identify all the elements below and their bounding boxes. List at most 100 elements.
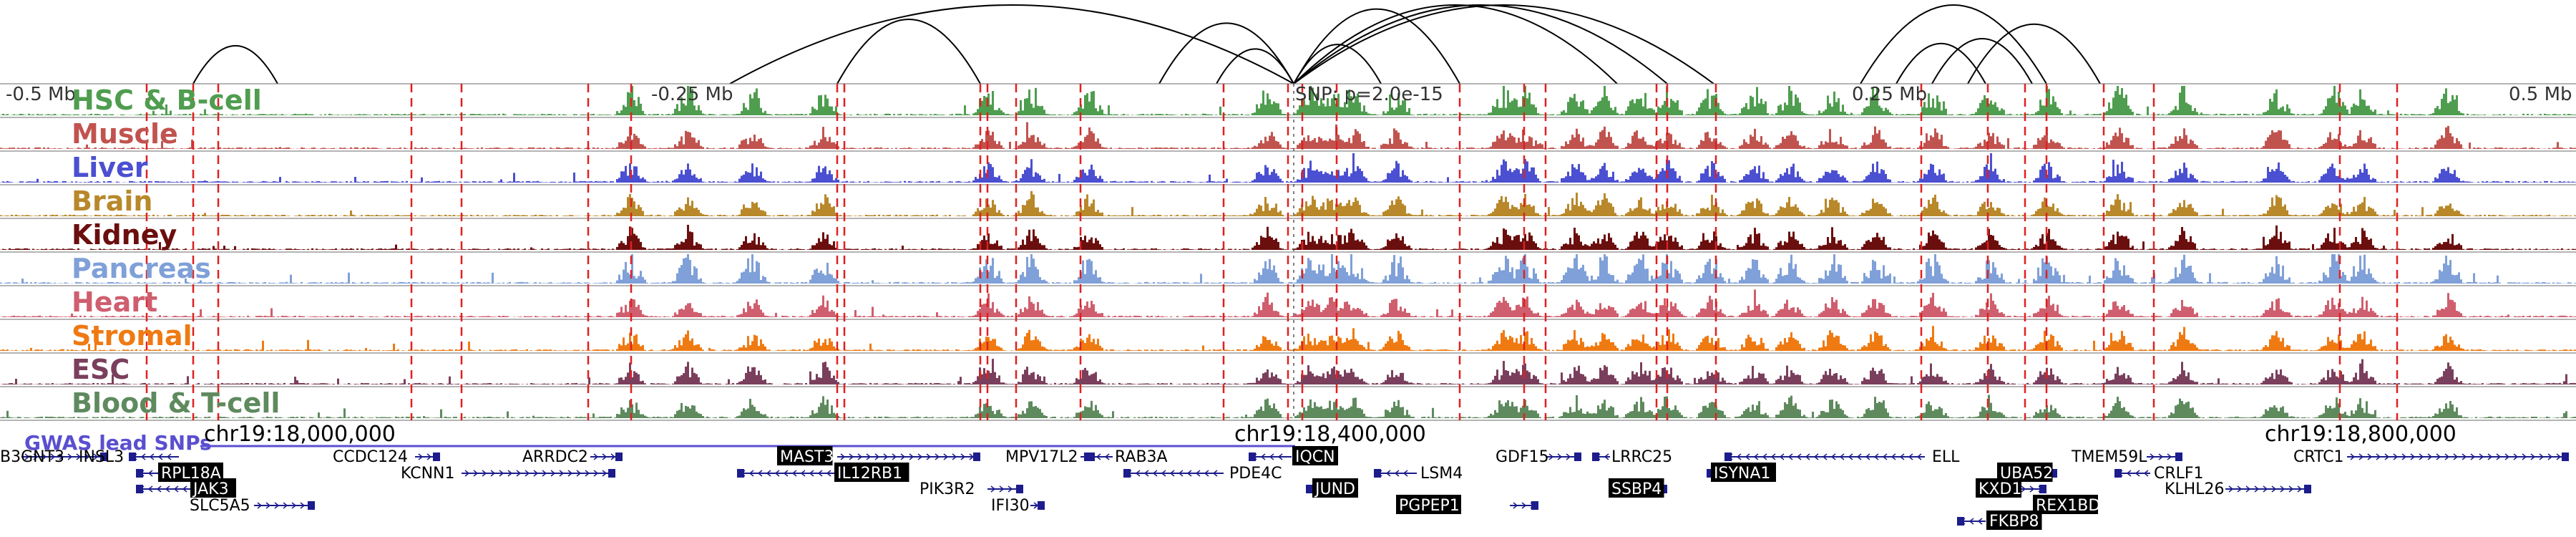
strand-arrow — [874, 453, 880, 460]
strand-arrow — [2462, 453, 2467, 460]
strand-arrow — [182, 485, 187, 493]
strand-arrow — [2271, 485, 2277, 493]
strand-arrow — [300, 502, 306, 509]
strand-arrow — [147, 485, 153, 493]
gene-label: LRRC25 — [1611, 448, 1672, 466]
strand-arrow — [1186, 470, 1192, 477]
gene-exon — [737, 469, 744, 478]
gene-label: PIK3R2 — [919, 480, 975, 498]
gene-label: KLHL26 — [2165, 480, 2224, 498]
strand-arrow — [2167, 453, 2172, 460]
strand-arrow — [1152, 470, 1158, 477]
gene-exon — [308, 501, 315, 510]
gene-exon — [1374, 469, 1381, 478]
gene-exon — [1123, 469, 1131, 478]
strand-arrow — [826, 470, 831, 477]
strand-arrow — [849, 453, 854, 460]
interaction-loop — [1860, 4, 2047, 84]
interaction-loop — [1293, 44, 1382, 84]
strand-arrow — [42, 453, 47, 460]
gene-label: SSBP4 — [1611, 480, 1662, 498]
gene-label-highlight — [1609, 478, 1664, 498]
gene-label: FKBP8 — [1989, 513, 2039, 531]
highlight-lines — [145, 84, 2399, 420]
gwas-row: GWAS lead SNPs — [24, 431, 1295, 455]
strand-arrow — [2384, 453, 2390, 460]
strand-arrow — [559, 470, 565, 477]
strand-arrow — [2410, 453, 2416, 460]
strand-arrow — [883, 453, 889, 460]
strand-arrow — [1830, 453, 1836, 460]
strand-arrow — [585, 470, 590, 477]
gene-label-highlight — [2033, 495, 2098, 514]
gene-label: JAK3 — [192, 480, 229, 498]
strand-arrow — [157, 453, 163, 460]
strand-arrow — [593, 453, 599, 460]
strand-arrow — [1762, 453, 1767, 460]
strand-arrow — [774, 470, 780, 477]
strand-arrow — [2150, 453, 2155, 460]
gene-exon — [1531, 501, 1538, 510]
gene-exon — [433, 453, 440, 461]
gene-label-highlight — [834, 463, 909, 482]
strand-arrow — [265, 502, 271, 509]
strand-arrow — [166, 453, 172, 460]
strand-arrow — [2288, 485, 2294, 493]
strand-arrow — [1753, 453, 1759, 460]
strand-arrow — [1779, 453, 1785, 460]
gene-exon — [129, 453, 136, 461]
strand-arrow — [1260, 453, 1266, 460]
strand-arrow — [283, 502, 288, 509]
strand-arrow — [1269, 453, 1274, 460]
strand-arrow — [1604, 453, 1609, 460]
strand-arrow — [1394, 470, 1400, 477]
signal-track-3 — [0, 190, 2576, 216]
strand-arrow — [999, 485, 1005, 493]
interaction-loop — [1896, 43, 1986, 84]
strand-arrow — [147, 470, 153, 477]
strand-arrow — [1745, 453, 1750, 460]
gene-label-highlight — [1986, 511, 2042, 530]
strand-arrow — [507, 470, 513, 477]
gene-exon — [615, 453, 623, 461]
strand-arrow — [2513, 453, 2519, 460]
strand-arrow — [274, 502, 280, 509]
gene-label: ELL — [1932, 448, 1960, 466]
strand-arrow — [2479, 453, 2484, 460]
gene-label: IFI30 — [991, 497, 1030, 515]
strand-arrow — [33, 453, 39, 460]
strand-arrow — [1796, 453, 1802, 460]
gene-label: IL12RB1 — [837, 465, 902, 483]
strand-arrow — [2158, 453, 2164, 460]
strand-arrow — [50, 453, 56, 460]
interaction-loop — [1931, 38, 2033, 84]
strand-arrow — [2504, 453, 2510, 460]
strand-arrow — [1822, 453, 1828, 460]
strand-arrow — [490, 470, 496, 477]
gene-label: PDE4C — [1229, 465, 1282, 483]
strand-arrow — [2297, 485, 2303, 493]
coordinate-labels: chr19:18,000,000 chr19:18,400,000 chr19:… — [204, 422, 2457, 447]
gene-exon — [1249, 453, 1256, 461]
strand-arrow — [1882, 453, 1888, 460]
strand-arrow — [1770, 453, 1776, 460]
gene-exon — [1016, 485, 1023, 493]
interaction-loop — [192, 45, 278, 84]
gene-label-highlight — [1976, 478, 2021, 498]
strand-arrow — [1521, 502, 1527, 509]
strand-arrow — [1178, 470, 1184, 477]
track-label: Liver — [72, 152, 148, 183]
interaction-loop — [1967, 23, 2101, 84]
strand-arrow — [2539, 453, 2545, 460]
strand-arrow — [1856, 453, 1862, 460]
signal-track-7 — [0, 326, 2576, 351]
strand-arrow — [2245, 485, 2251, 493]
strand-arrow — [257, 502, 263, 509]
strand-arrow — [59, 453, 64, 460]
gene-label: RAB3A — [1115, 448, 1168, 466]
track-label: Pancreas — [72, 253, 211, 284]
strand-arrow — [149, 453, 155, 460]
signal-track-5 — [0, 254, 2576, 284]
strand-arrow — [2401, 453, 2407, 460]
strand-arrow — [2263, 485, 2268, 493]
